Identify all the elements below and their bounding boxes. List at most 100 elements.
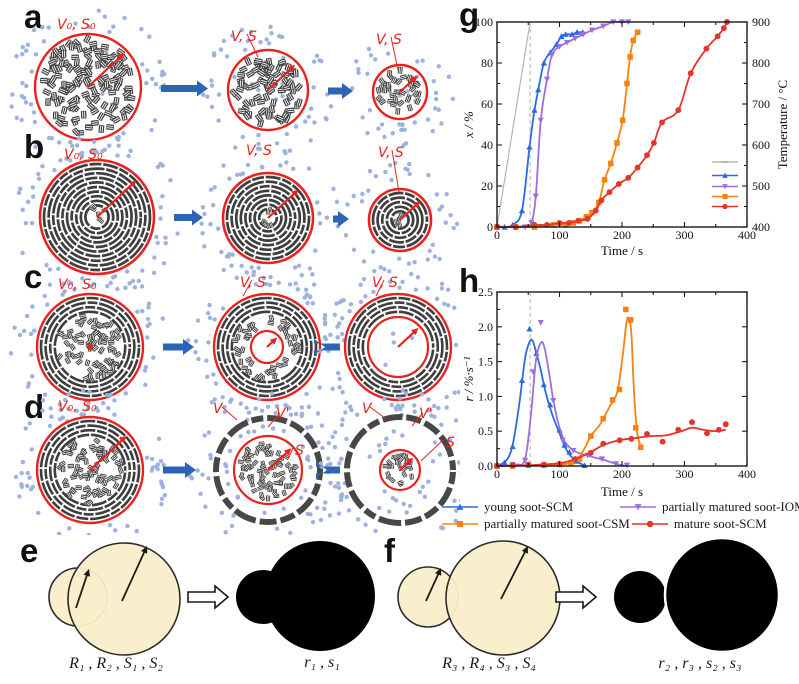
panel-d-stage: V V' S — [188, 391, 348, 535]
chart-g-conversion: 0 100 200 300 400 0 20 40 60 80 100 400 500 600 700 800… — [461, 15, 790, 258]
legend-marker-triangle-up — [442, 503, 478, 510]
panel-letter-g: g — [459, 0, 480, 33]
legend-item: partially matured soot-IOM — [618, 499, 799, 515]
series-partially-matured-soot-CSM — [494, 306, 644, 469]
svg-text:Temperature / °C: Temperature / °C — [775, 80, 790, 169]
svg-text:1.0: 1.0 — [478, 389, 493, 403]
svg-text:Time / s: Time / s — [601, 484, 643, 499]
series-partially-matured-soot-IOM — [493, 19, 632, 231]
stage-arrow — [163, 339, 194, 355]
series-young-soot-SCM — [493, 325, 588, 469]
svg-text:V, S: V, S — [376, 32, 402, 48]
legend-item: mature soot-SCM — [630, 516, 767, 532]
svg-text:60: 60 — [481, 97, 493, 111]
svg-text:800: 800 — [752, 56, 770, 70]
svg-text:900: 900 — [752, 15, 770, 29]
svg-text:V, S: V, S — [372, 275, 398, 291]
chart-legend: young soot-SCM partially matured soot-IOM… — [440, 499, 799, 533]
series-mature-soot-SCM — [494, 419, 729, 469]
panel-letter-h: h — [459, 262, 480, 299]
inplot-legend-entry — [712, 193, 738, 200]
svg-text:400: 400 — [752, 220, 770, 234]
panel-f: R₃ , R₄ , S₃ , S₄ r₂ , r₃ , s₂ , s₃ — [397, 536, 781, 672]
svg-text:V: V — [362, 401, 373, 417]
svg-text:V': V' — [276, 406, 289, 422]
legend-label: partially matured soot-IOM — [662, 499, 799, 514]
stage-arrow — [328, 83, 353, 99]
svg-text:700: 700 — [752, 97, 770, 111]
legend-label: partially matured soot-CSM — [484, 516, 630, 531]
panel-e: R₁ , R₂ , S₁ , S₂ r₁ , s₁ — [48, 541, 375, 672]
svg-text:V₀, S₀: V₀, S₀ — [58, 277, 97, 293]
series-mature-soot-SCM — [494, 19, 730, 230]
panel-d-row: V₀, S₀ V V' S V V' S — [13, 388, 460, 535]
svg-text:400: 400 — [738, 467, 756, 481]
svg-text:x / %: x / % — [461, 111, 476, 139]
svg-text:0.5: 0.5 — [478, 424, 493, 438]
svg-text:V₀, S₀: V₀, S₀ — [58, 399, 97, 415]
svg-text:0: 0 — [487, 220, 493, 234]
svg-text:V, S: V, S — [231, 29, 257, 45]
panel-a-stage: V, S — [200, 24, 334, 154]
svg-text:0.0: 0.0 — [478, 459, 493, 473]
panel-a-stage: V₀, S₀ — [9, 8, 167, 164]
inplot-legend-entry — [712, 184, 738, 190]
svg-text:V: V — [213, 401, 224, 417]
panel-letter-d: d — [24, 388, 45, 425]
radii-label-initial: R₃ , R₄ , S₃ , S₄ — [441, 655, 536, 672]
schematic-panels-abcd: V₀, S₀ V, S V, S V₀, S₀ V, S V, S V₀, S₀ V, S V,… — [8, 8, 460, 535]
svg-text:20: 20 — [481, 179, 493, 193]
svg-text:0: 0 — [494, 228, 500, 242]
legend-item: partially matured soot-CSM — [440, 516, 630, 532]
panel-letter-f: f — [384, 532, 395, 569]
svg-text:V₀, S₀: V₀, S₀ — [57, 17, 96, 33]
svg-text:100: 100 — [551, 467, 569, 481]
series-temperature-ramp — [496, 21, 531, 228]
svg-text:200: 200 — [613, 228, 631, 242]
inplot-legend-entry — [712, 203, 738, 210]
radii-label-initial: R₁ , R₂ , S₁ , S₂ — [68, 655, 163, 672]
svg-text:2.5: 2.5 — [478, 285, 493, 299]
panel-c-row: V₀, S₀ V, S V, S — [8, 268, 460, 428]
legend-marker-square — [442, 520, 478, 528]
svg-text:1.5: 1.5 — [478, 355, 493, 369]
legend-row: young soot-SCM partially matured soot-IOM — [440, 499, 799, 515]
panel-a-row: V₀, S₀ V, S V, S — [9, 8, 456, 164]
hollow-arrow — [555, 584, 598, 610]
panel-c-stage: V, S — [317, 268, 460, 421]
stage-arrow — [316, 462, 340, 478]
svg-text:500: 500 — [752, 179, 770, 193]
hollow-arrow — [187, 584, 230, 610]
panel-letter-e: e — [20, 532, 39, 569]
series-partially-matured-soot-CSM — [494, 29, 641, 230]
legend-item: young soot-SCM — [440, 499, 618, 515]
svg-text:300: 300 — [676, 467, 694, 481]
panel-b-row: V₀, S₀ V, S V, S — [16, 136, 460, 300]
legend-label: young soot-SCM — [484, 499, 574, 514]
panel-c-stage: V, S — [186, 269, 347, 423]
svg-text:40: 40 — [481, 138, 493, 152]
panel-letter-a: a — [24, 0, 43, 35]
svg-text:V, S: V, S — [240, 275, 266, 291]
schematic-panels-ef: R₁ , R₂ , S₁ , S₂ r₁ , s₁ R₃ , R₄ , S₃ , S… — [48, 536, 781, 672]
panel-b-stage: V, S — [199, 143, 340, 287]
panel-letter-c: c — [24, 258, 43, 295]
svg-text:400: 400 — [738, 228, 756, 242]
svg-text:600: 600 — [752, 138, 770, 152]
stage-arrow — [333, 211, 349, 227]
svg-text:V, S: V, S — [246, 143, 272, 159]
stage-arrow — [314, 339, 340, 355]
panel-c-stage: V₀, S₀ — [8, 274, 168, 428]
legend-marker-circle — [631, 520, 668, 528]
svg-text:V, S: V, S — [378, 145, 404, 161]
series-partially-matured-soot-IOM — [493, 319, 631, 470]
svg-text:Time / s: Time / s — [601, 243, 643, 258]
svg-text:80: 80 — [481, 56, 493, 70]
panel-d-stage: V V' S — [318, 388, 460, 535]
svg-text:V₀, S₀: V₀, S₀ — [64, 147, 103, 163]
legend-marker-triangle-down — [620, 504, 656, 511]
radii-label-final: r₁ , s₁ — [304, 654, 340, 671]
svg-text:300: 300 — [676, 228, 694, 242]
inplot-legend-entry — [712, 172, 738, 178]
